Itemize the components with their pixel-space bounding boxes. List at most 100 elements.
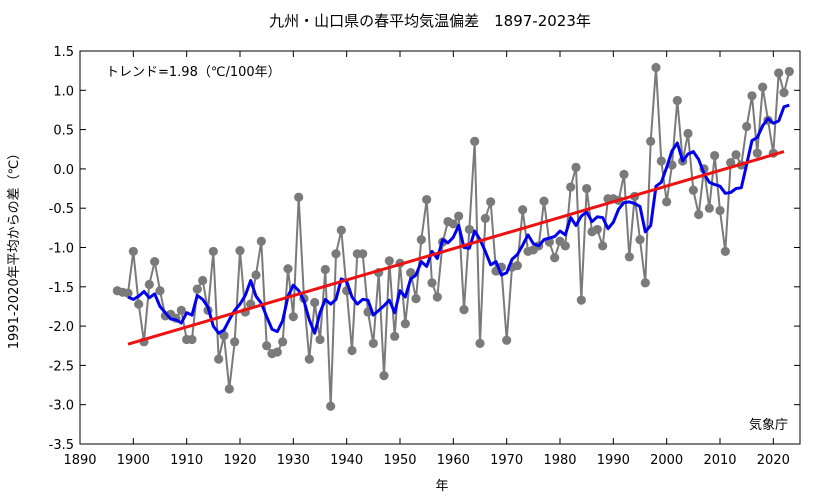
annual-anomaly-point	[288, 312, 298, 322]
annual-anomaly-point	[512, 260, 522, 271]
x-tick-label: 2020	[757, 453, 790, 468]
x-tick-label: 1970	[490, 453, 523, 468]
annual-anomaly-point	[294, 192, 304, 202]
annual-anomaly-point	[624, 252, 634, 262]
annual-anomaly-point	[774, 68, 784, 78]
annual-anomaly-point	[208, 246, 218, 257]
annual-anomaly-point	[384, 256, 394, 266]
annual-anomaly-point	[710, 150, 720, 161]
annual-anomaly-point	[480, 213, 490, 224]
annual-anomaly-point	[400, 319, 410, 329]
annual-anomaly-point	[379, 371, 389, 381]
annual-anomaly-point	[272, 347, 282, 357]
x-axis-label: 年	[435, 479, 448, 494]
chart-title: 九州・山口県の春平均気温偏差 1897-2023年	[269, 12, 591, 30]
annual-anomaly-point	[251, 270, 261, 280]
annual-anomaly-point	[224, 384, 234, 394]
annual-anomaly-point	[368, 338, 378, 348]
annual-anomaly-point	[219, 330, 229, 341]
annual-anomaly-point	[747, 91, 757, 101]
annual-anomaly-point	[406, 268, 416, 278]
annual-anomaly-point	[779, 88, 789, 98]
plot-area	[112, 62, 794, 411]
x-tick-label: 1920	[223, 453, 256, 468]
annual-anomaly-point	[422, 194, 432, 205]
annual-anomaly-point	[454, 211, 464, 221]
moving-average-line	[127, 103, 790, 335]
annual-anomaly-point	[683, 128, 693, 139]
annual-anomaly-point	[214, 354, 224, 364]
x-tick-label: 1890	[63, 453, 96, 468]
annual-anomaly-point	[539, 196, 549, 206]
annual-anomaly-point	[336, 225, 346, 235]
annual-anomaly-point	[576, 295, 586, 305]
annual-anomaly-point	[262, 341, 272, 351]
y-tick-label: -1.0	[49, 242, 74, 257]
annual-anomaly-point	[315, 334, 325, 345]
source-label: 気象庁	[749, 417, 788, 433]
annual-anomaly-point	[128, 246, 138, 257]
annual-anomaly-point	[416, 235, 426, 245]
y-tick-label: 1.0	[53, 84, 74, 99]
x-tick-label: 1940	[330, 453, 363, 468]
annual-anomaly-point	[550, 253, 560, 263]
x-tick-label: 1930	[277, 453, 310, 468]
annual-anomaly-point	[411, 293, 421, 304]
annual-anomaly-point	[592, 224, 602, 235]
y-tick-label: 0.0	[53, 163, 74, 178]
annual-anomaly-point	[651, 62, 661, 73]
annual-anomaly-point	[123, 288, 133, 298]
annual-anomaly-point	[694, 209, 704, 220]
trend-label: トレンド=1.98（℃/100年）	[106, 65, 281, 80]
annual-anomaly-point	[662, 197, 672, 207]
y-tick-label: 1.5	[53, 45, 74, 60]
x-tick-label: 1990	[597, 453, 630, 468]
annual-anomaly-point	[731, 150, 741, 160]
annual-anomaly-point	[304, 354, 314, 364]
x-tick-label: 2000	[650, 453, 683, 468]
annual-anomaly-point	[320, 264, 330, 275]
y-tick-label: -3.5	[49, 438, 74, 453]
annual-anomaly-point	[464, 224, 474, 235]
y-tick-label: -3.0	[49, 399, 74, 414]
annual-anomaly-point	[176, 305, 186, 315]
annual-anomaly-point	[198, 275, 208, 286]
annual-anomaly-point	[459, 304, 469, 315]
annual-anomaly-point	[187, 334, 197, 345]
y-tick-label: -0.5	[49, 202, 74, 217]
annual-anomaly-point	[571, 162, 581, 172]
annual-anomaly-point	[688, 185, 698, 195]
y-tick-label: -2.5	[49, 359, 74, 374]
annual-anomaly-point	[432, 292, 442, 302]
x-tick-label: 1900	[117, 453, 150, 468]
annual-anomaly-point	[656, 156, 666, 166]
annual-anomaly-point	[742, 121, 752, 132]
annual-anomaly-point	[155, 286, 165, 296]
annual-anomaly-point	[726, 158, 736, 168]
annual-anomaly-point	[475, 338, 485, 348]
annual-anomaly-point	[704, 203, 714, 213]
annual-anomaly-point	[502, 335, 512, 345]
annual-anomaly-point	[235, 246, 245, 256]
y-tick-label: 0.5	[53, 124, 74, 139]
annual-anomaly-point	[752, 148, 762, 158]
x-tick-label: 1960	[437, 453, 470, 468]
annual-anomaly-point	[144, 279, 154, 290]
annual-anomaly-point	[230, 337, 240, 347]
annual-anomaly-point	[784, 66, 794, 77]
annual-anomaly-point	[619, 169, 629, 180]
annual-anomaly-point	[635, 235, 645, 245]
annual-anomaly-point	[582, 183, 592, 194]
annual-anomaly-point	[560, 241, 570, 251]
annual-anomaly-point	[672, 95, 682, 106]
annual-anomaly-point	[256, 236, 266, 246]
annual-anomaly-point	[758, 82, 768, 92]
annual-anomaly-point	[646, 136, 656, 146]
annual-anomaly-point	[715, 205, 725, 216]
annual-anomaly-point	[427, 278, 437, 288]
annual-anomaly-point	[486, 197, 496, 207]
x-tick-label: 1910	[170, 453, 203, 468]
y-axis: 1.5 1.0 0.5 0.0 -0.5 -1.0 -1.5 -2.0 -2.5 -3.0 -3.5	[49, 45, 800, 453]
annual-anomaly-point	[566, 182, 576, 192]
